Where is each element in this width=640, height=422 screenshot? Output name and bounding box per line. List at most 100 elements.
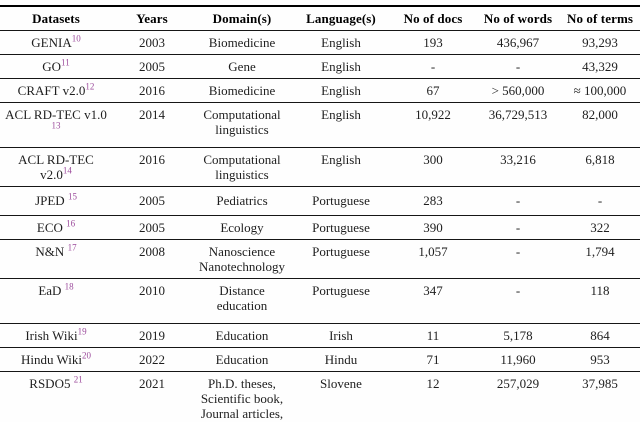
cell-no-of-docs: 12 [426,376,440,391]
table-row: CRAFT v2.012 2016 Biomedicine English 67… [0,78,640,103]
cell-language: Portuguese [292,239,390,279]
cell-no-of-docs: 10,922 [390,102,476,148]
table-row: ACL RD-TEC v1.0 13 2014 Computational li… [0,102,640,148]
table-row: N&N 17 2008 Nanoscience Nanotechnology P… [0,239,640,279]
dataset-name: RSDO5 [29,376,74,391]
cell-no-of-docs: 71 [390,347,476,372]
cell-dataset: GENIA10 [0,30,112,55]
cell-no-of-words: 5,178 [476,323,560,348]
dataset-name: Hindu Wiki [21,352,82,367]
cell-year: 2003 [112,30,192,55]
cell-no-of-docs: 283 [390,186,476,216]
cell-language: Portuguese [292,186,390,216]
cell-dataset: N&N 17 [0,239,112,279]
cell-no-of-terms: 93,293 [560,30,640,55]
dataset-name: ACL RD-TEC v2.0 [18,152,94,182]
cell-language: English [292,78,390,103]
footnote-ref-link[interactable]: 21 [73,374,83,385]
dataset-name: N&N [35,244,68,259]
column-header-domains: Domain(s) [192,6,292,31]
cell-dataset: ACL RD-TEC v1.0 13 [0,102,112,148]
cell-domain: Ph.D. theses, Scientific book, Journal a… [200,376,284,422]
dataset-name: JPED [35,193,68,208]
cell-dataset: ECO 16 [0,215,112,240]
cell-no-of-terms: 1,794 [560,239,640,279]
footnote-ref-link[interactable]: 11 [61,57,70,68]
cell-language: English [292,30,390,55]
cell-no-of-docs: 300 [390,147,476,187]
footnote-ref-link[interactable]: 14 [62,165,72,176]
cell-language: Portuguese [292,278,390,324]
datasets-table: Datasets Years Domain(s) Language(s) No … [0,5,640,422]
cell-no-of-docs: 193 [390,30,476,55]
cell-language: Hindu [292,347,390,372]
column-header-no-of-terms: No of terms [560,6,640,31]
column-header-no-of-words: No of words [476,6,560,31]
cell-no-of-words: - [476,239,560,279]
cell-no-of-words: 33,216 [476,147,560,187]
cell-year: 2016 [112,78,192,103]
dataset-name: GENIA [31,35,72,50]
cell-domain: Distance education [192,278,292,324]
cell-no-of-words: 436,967 [476,30,560,55]
footnote-ref-link[interactable]: 17 [67,242,77,253]
cell-no-of-terms: 953 [560,347,640,372]
table-row: RSDO5 21 2021 Ph.D. theses, Scientific b… [0,372,640,422]
cell-domain: Pediatrics [192,186,292,216]
cell-year: 2005 [112,54,192,79]
cell-language: English [292,54,390,79]
cell-no-of-words: 36,729,513 [476,102,560,148]
footnote-ref-link[interactable]: 10 [71,33,81,44]
footnote-ref-link[interactable]: 18 [64,281,74,292]
header-row: Datasets Years Domain(s) Language(s) No … [0,6,640,31]
cell-language: Slovene [320,376,362,391]
footnote-ref-link[interactable]: 20 [82,350,91,361]
cell-no-of-words: - [476,54,560,79]
cell-language: Irish [292,323,390,348]
cell-language: English [292,147,390,187]
cell-no-of-terms: 82,000 [560,102,640,148]
cell-no-of-words: - [476,186,560,216]
dataset-name: Irish Wiki [25,328,78,343]
cell-no-of-terms: 864 [560,323,640,348]
cell-dataset: CRAFT v2.012 [0,78,112,103]
cell-no-of-docs: 1,057 [390,239,476,279]
cell-year: 2014 [112,102,192,148]
footnote-ref-link[interactable]: 19 [77,326,87,337]
cell-no-of-docs: 347 [390,278,476,324]
column-header-datasets: Datasets [0,6,112,31]
footnote-ref-link[interactable]: 16 [66,218,76,229]
cell-no-of-terms: 37,985 [582,376,618,391]
table-row: EaD 18 2010 Distance education Portugues… [0,278,640,324]
cell-year: 2008 [112,239,192,279]
cell-year: 2005 [112,215,192,240]
cell-no-of-docs: 390 [390,215,476,240]
cell-no-of-docs: - [390,54,476,79]
table-row: GO11 2005 Gene English - - 43,329 [0,54,640,79]
footnote-ref-link[interactable]: 12 [85,81,95,92]
cell-year: 2022 [112,347,192,372]
table-row: ECO 16 2005 Ecology Portuguese 390 - 322 [0,215,640,240]
cell-dataset: GO11 [0,54,112,79]
cell-no-of-words: > 560,000 [476,78,560,103]
cell-no-of-terms: 118 [560,278,640,324]
dataset-name: ECO [36,220,67,235]
table-row: Irish Wiki19 2019 Education Irish 11 5,1… [0,323,640,348]
cell-dataset: EaD 18 [0,278,112,324]
cell-dataset: RSDO5 21 [0,372,112,422]
table-row: ACL RD-TEC v2.014 2016 Computational lin… [0,147,640,187]
cell-domain: Ecology [192,215,292,240]
table-row: GENIA10 2003 Biomedicine English 193 436… [0,30,640,55]
cell-no-of-docs: 11 [390,323,476,348]
footnote-ref-link[interactable]: 15 [67,191,77,202]
column-header-languages: Language(s) [292,6,390,31]
cell-year: 2016 [112,147,192,187]
cell-no-of-terms: ≈ 100,000 [560,78,640,103]
table-row: JPED 15 2005 Pediatrics Portuguese 283 -… [0,186,640,216]
cell-dataset: ACL RD-TEC v2.014 [0,147,112,187]
cell-year: 2019 [112,323,192,348]
column-header-years: Years [112,6,192,31]
footnote-ref-link[interactable]: 13 [51,120,61,131]
cell-domain: Biomedicine [192,30,292,55]
